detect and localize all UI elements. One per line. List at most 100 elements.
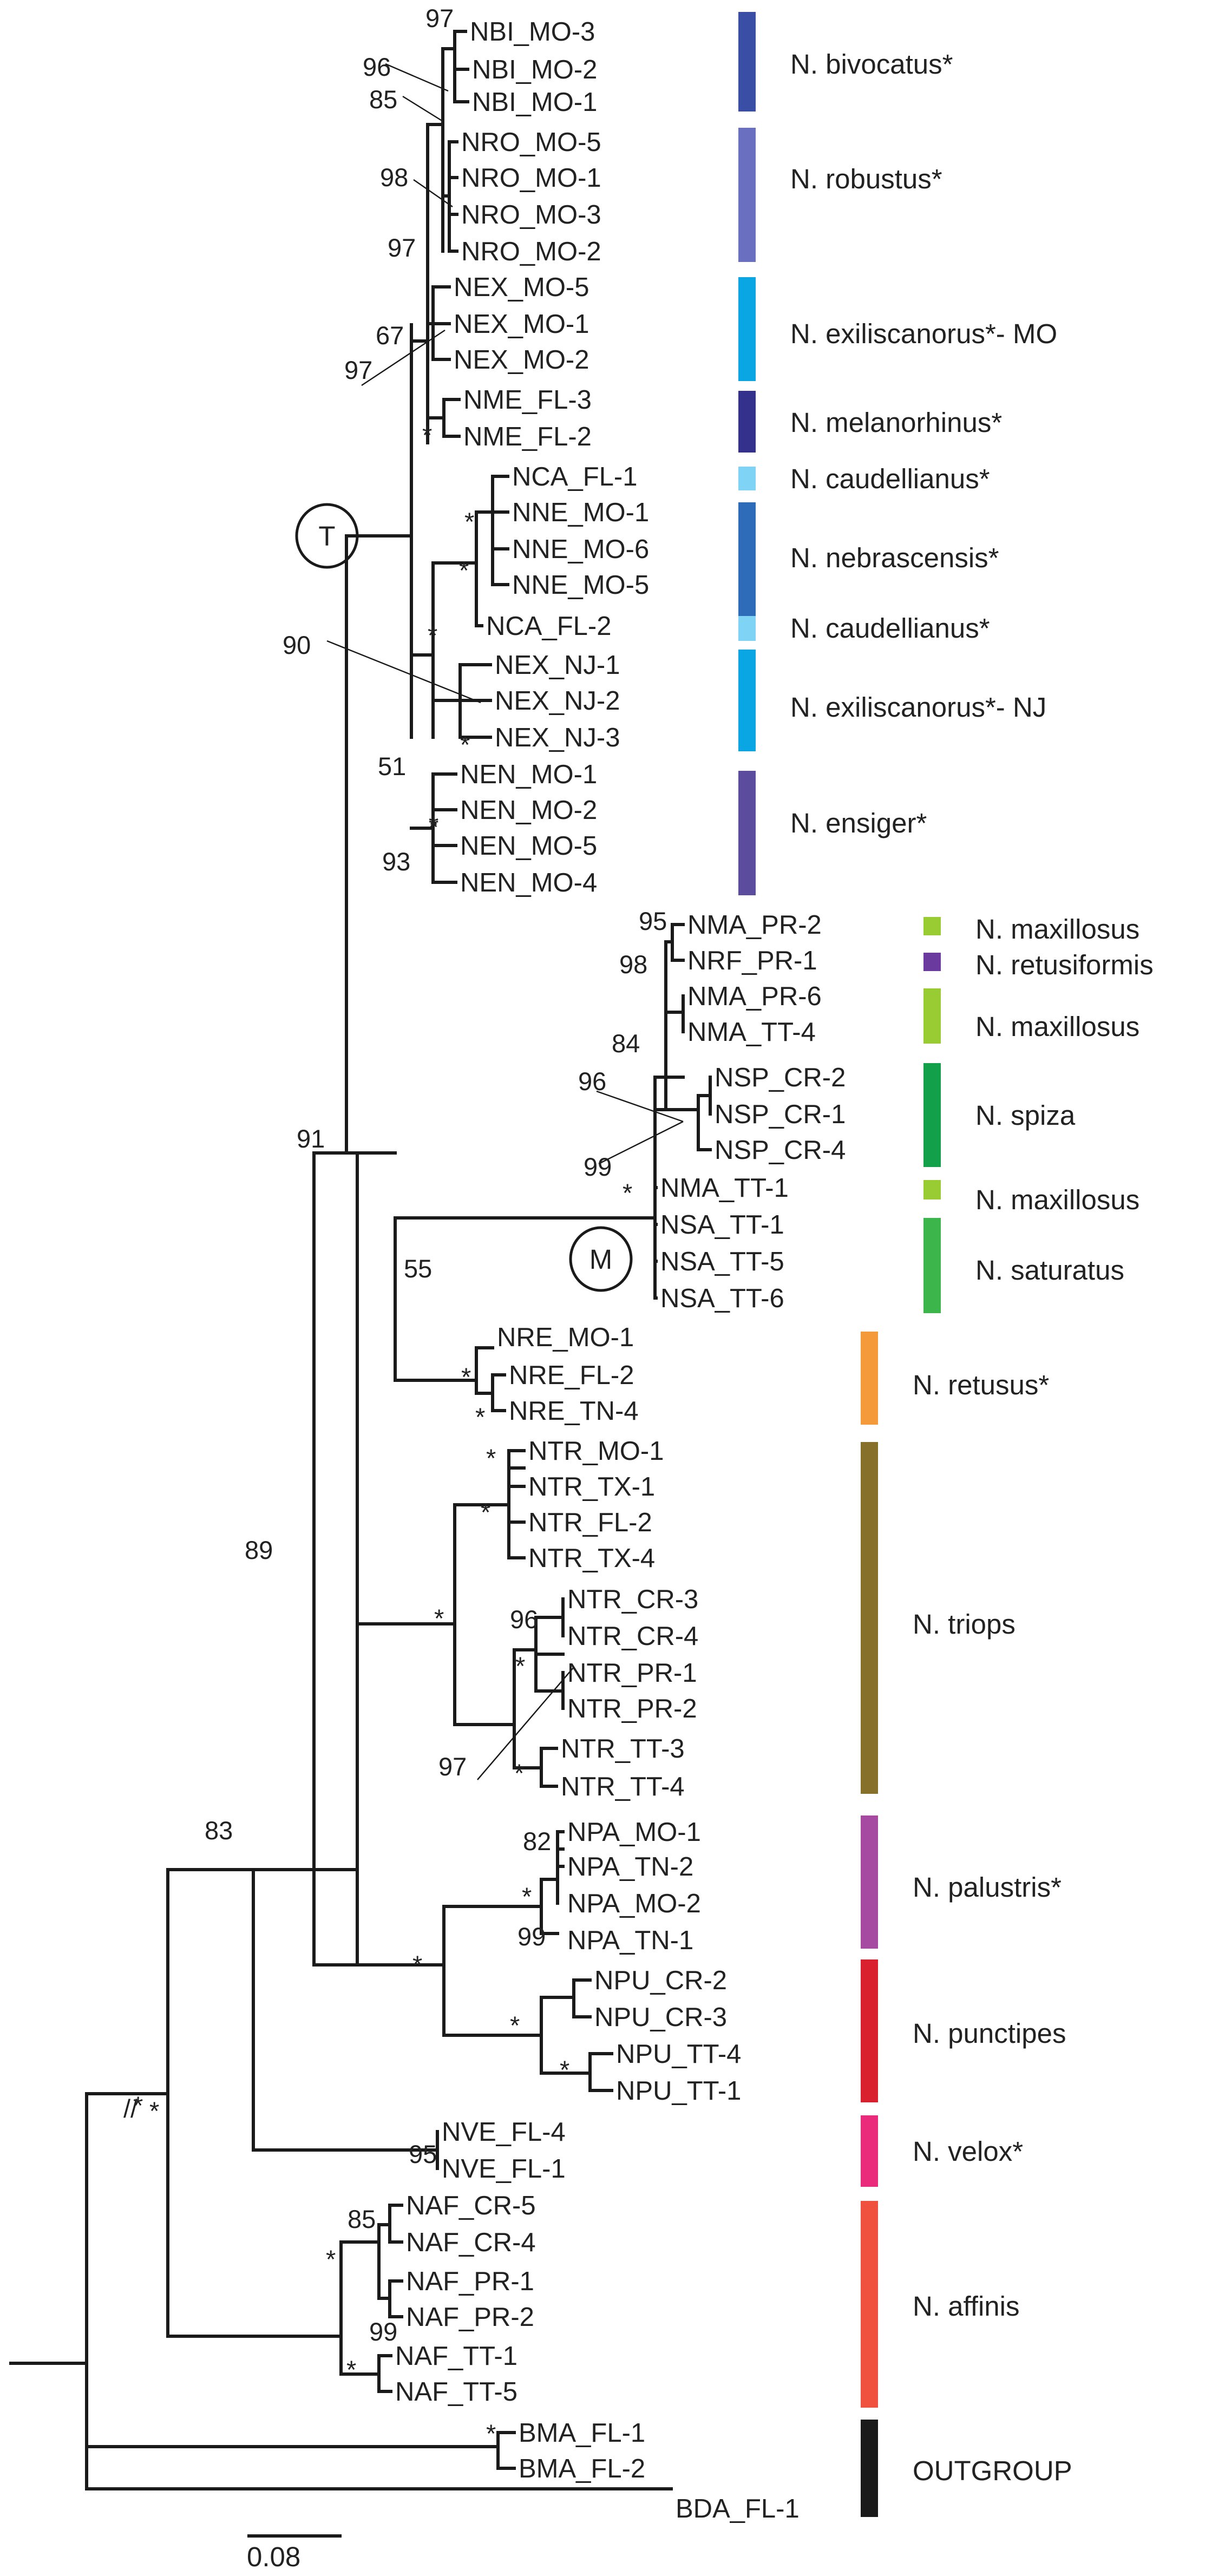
tip-label: NPU_CR-2 xyxy=(594,1966,727,1995)
clade-markers: TM xyxy=(295,503,633,1292)
support-value: * xyxy=(459,556,469,585)
support-leader-line xyxy=(326,640,481,704)
support-value: 97 xyxy=(438,1752,467,1781)
tip-label: NME_FL-3 xyxy=(463,385,592,415)
tip-label: NRO_MO-3 xyxy=(461,200,601,230)
support-leader-line xyxy=(598,1120,684,1165)
tip-label: NBI_MO-3 xyxy=(470,17,595,47)
tip-label: NME_FL-2 xyxy=(463,422,592,451)
support-value: 85 xyxy=(348,2205,376,2233)
support-value: * xyxy=(412,1950,422,1979)
tip-label: NEX_MO-1 xyxy=(454,310,589,339)
species-bar xyxy=(861,2420,878,2517)
species-bar xyxy=(923,1180,941,1199)
tip-label: NPA_TN-2 xyxy=(567,1852,693,1882)
support-value: 67 xyxy=(376,321,404,350)
support-value: * xyxy=(464,507,474,536)
support-value: * xyxy=(475,1402,485,1431)
species-bar xyxy=(738,616,756,641)
species-label: N. triops xyxy=(913,1609,1016,1640)
tip-label: NPU_TT-1 xyxy=(616,2076,741,2106)
tip-label: NPU_CR-3 xyxy=(594,2003,727,2032)
species-group-bars: N. bivocatus* N. robustus* N. exiliscanoru… xyxy=(738,12,1154,2517)
tip-label: NTR_MO-1 xyxy=(528,1437,664,1466)
tip-label: NEX_MO-5 xyxy=(454,273,589,302)
tip-labels: NBI_MO-3 NBI_MO-2 NBI_MO-1 NRO_MO-5 NRO_MO-1… xyxy=(395,17,846,2523)
support-value: * xyxy=(522,1882,532,1911)
species-bar xyxy=(861,2201,878,2408)
support-value: 85 xyxy=(369,85,397,114)
support-leader-line xyxy=(385,63,449,92)
tip-label: NMA_TT-1 xyxy=(660,1174,789,1203)
tip-label: NSP_CR-2 xyxy=(715,1063,846,1092)
tip-label: NRO_MO-2 xyxy=(461,237,601,266)
support-value: 96 xyxy=(510,1605,538,1634)
species-label: N. retusiformis xyxy=(975,949,1154,980)
tip-label: NEX_NJ-3 xyxy=(495,723,620,752)
support-value: 98 xyxy=(619,950,647,979)
support-value: * xyxy=(486,1444,496,1472)
tree-branches: // xyxy=(9,30,712,2490)
species-label: N. affinis xyxy=(913,2291,1019,2322)
support-value: * xyxy=(346,2355,356,2384)
tip-label: NSA_TT-5 xyxy=(660,1247,784,1276)
tip-label: NEX_NJ-2 xyxy=(495,686,620,716)
tip-label: NCA_FL-1 xyxy=(512,462,637,491)
species-bar xyxy=(738,277,756,381)
tip-label: NRE_FL-2 xyxy=(509,1361,634,1390)
support-leader-lines xyxy=(326,63,684,1780)
tip-label: NEN_MO-2 xyxy=(460,796,597,825)
species-label: N. velox* xyxy=(913,2136,1023,2167)
support-value: * xyxy=(460,730,470,759)
species-label: N. punctipes xyxy=(913,2018,1066,2049)
species-label: N. exiliscanorus*- MO xyxy=(790,318,1057,349)
support-value: * xyxy=(514,1759,524,1787)
support-value: * xyxy=(486,2419,496,2448)
tip-label: BMA_FL-1 xyxy=(519,2418,645,2448)
species-label: N. robustus* xyxy=(790,163,942,194)
support-value: 95 xyxy=(409,2140,437,2168)
tip-label: NSA_TT-1 xyxy=(660,1210,784,1240)
branch-break-mark: // xyxy=(123,2094,138,2123)
species-label: N. retusus* xyxy=(913,1369,1049,1400)
species-label: N. bivocatus* xyxy=(790,49,953,80)
species-label: N. maxillosus xyxy=(975,914,1139,945)
support-value: * xyxy=(429,812,438,841)
support-value: 83 xyxy=(205,1816,233,1845)
tip-label: NTR_CR-3 xyxy=(567,1585,698,1614)
tip-label: NMA_PR-2 xyxy=(687,910,822,940)
species-label: OUTGROUP xyxy=(913,2455,1072,2486)
tip-label: NEN_MO-4 xyxy=(460,868,597,897)
tip-label: NNE_MO-1 xyxy=(512,498,649,527)
species-label: N. maxillosus xyxy=(975,1184,1139,1215)
tip-label: NAF_CR-5 xyxy=(406,2191,536,2220)
support-value: * xyxy=(623,1178,632,1207)
tip-label: NTR_TX-1 xyxy=(528,1472,655,1502)
species-bar xyxy=(861,1815,878,1949)
tip-label: NRF_PR-1 xyxy=(687,946,817,975)
support-value: 99 xyxy=(369,2317,397,2346)
clade-marker-label: T xyxy=(318,521,335,552)
support-value: * xyxy=(429,810,438,839)
species-label: N. nebrascensis* xyxy=(790,542,999,573)
support-value: 51 xyxy=(378,752,406,781)
species-label: N. spiza xyxy=(975,1100,1076,1131)
tip-label: NMA_PR-6 xyxy=(687,982,822,1011)
support-value: 96 xyxy=(363,53,391,81)
clade-marker-circle xyxy=(295,503,359,569)
tip-label: NAF_PR-1 xyxy=(406,2267,534,2296)
tip-label: NBI_MO-2 xyxy=(472,55,597,84)
support-value: * xyxy=(434,1604,444,1633)
support-value: 96 xyxy=(578,1067,606,1096)
clade-marker-label: M xyxy=(589,1244,612,1275)
support-value: 95 xyxy=(639,907,667,935)
tip-label: NSP_CR-4 xyxy=(715,1136,846,1165)
support-value: 84 xyxy=(612,1029,640,1058)
support-leader-line xyxy=(361,329,446,386)
tip-label: NNE_MO-6 xyxy=(512,535,649,564)
tip-label: NAF_CR-4 xyxy=(406,2228,536,2257)
tip-label: NVE_FL-4 xyxy=(442,2118,566,2147)
support-value: 55 xyxy=(404,1254,432,1283)
tip-label: NBI_MO-1 xyxy=(472,88,597,117)
